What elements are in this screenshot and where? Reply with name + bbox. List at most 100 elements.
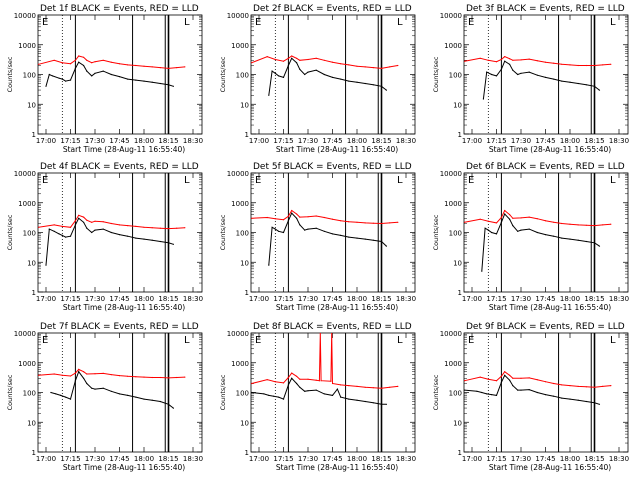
lld-data-point: [91, 62, 93, 64]
events-data-point: [94, 229, 96, 231]
y-tick-label: 1000: [231, 42, 249, 50]
marker-lines: [487, 173, 596, 292]
events-data-point: [593, 242, 596, 244]
events-data-point: [577, 239, 579, 241]
events-data-point: [364, 82, 366, 85]
lld-data-point: [528, 216, 530, 218]
events-data-point: [569, 238, 571, 240]
x-tick-label: 17:30: [85, 455, 105, 463]
lld-data-point: [372, 387, 374, 389]
events-data-point: [94, 388, 96, 390]
lld-data-point: [356, 65, 358, 67]
y-tick-label: 100: [449, 390, 462, 398]
lld-data-point: [397, 385, 399, 387]
y-axis-label: Counts/sec: [432, 56, 440, 92]
x-tick-label: 17:15: [273, 137, 293, 145]
x-tick-label: 17:15: [486, 295, 506, 303]
lld-data-point: [159, 67, 161, 69]
events-data-point: [544, 234, 547, 236]
series-group: [251, 209, 399, 266]
lld-data-point: [143, 65, 145, 67]
y-tick-label: 10: [453, 259, 462, 267]
lld-data-point: [299, 378, 301, 380]
lld-data-point: [348, 221, 350, 223]
y-tick-label: 10000: [440, 12, 462, 20]
events-data-point: [86, 227, 88, 229]
flag-letter-l: L: [610, 17, 616, 28]
events-data-point: [83, 221, 85, 223]
y-tick-label: 1: [32, 131, 36, 139]
events-data-point: [512, 385, 514, 387]
detector-panel: Det 2f BLACK = Events, RED = LLD E L 1 10 100…: [219, 4, 416, 154]
events-data-point: [544, 76, 547, 78]
y-tick-label: 100: [236, 72, 249, 80]
lld-data-point: [287, 376, 289, 379]
flag-letter-e: E: [468, 335, 474, 346]
lld-data-point: [372, 67, 374, 69]
x-tick-label: 18:00: [134, 295, 154, 303]
lld-data-point: [38, 63, 40, 65]
events-data-point: [167, 242, 170, 244]
lld-data-point: [274, 58, 276, 61]
y-tick-label: 1: [245, 289, 249, 297]
events-series-line: [45, 61, 174, 87]
events-data-point: [348, 236, 350, 238]
x-tick-label: 18:00: [347, 137, 367, 145]
lld-data-point: [176, 376, 178, 379]
x-tick-label: 18:00: [134, 137, 154, 145]
lld-series-line: [38, 368, 185, 379]
events-data-point: [491, 394, 493, 396]
events-data-point: [500, 381, 502, 383]
events-data-point: [481, 270, 483, 272]
x-axis-label: Start Time (28-Aug-11 16:55:40): [489, 303, 611, 312]
lld-data-point: [102, 221, 104, 223]
panel-title: Det 8f BLACK = Events, RED = LLD: [253, 322, 412, 332]
x-tick-label: 17:30: [511, 455, 531, 463]
events-data-point: [336, 388, 338, 390]
detector-panel: Det 9f BLACK = Events, RED = LLD E L 1 10 100…: [432, 322, 629, 472]
lld-data-point: [61, 225, 63, 227]
events-data-point: [561, 397, 563, 399]
lld-data-point: [610, 223, 612, 225]
lld-data-point: [167, 377, 170, 379]
events-data-point: [278, 230, 280, 232]
y-tick-label: 1000: [18, 42, 36, 50]
plot-frame: [463, 172, 629, 293]
marker-lines: [61, 333, 170, 452]
events-data-point: [385, 245, 387, 247]
plot-frame: [250, 14, 416, 135]
events-data-point: [495, 233, 498, 235]
panel-title: Det 6f BLACK = Events, RED = LLD: [466, 162, 625, 172]
events-data-point: [127, 394, 129, 396]
lld-data-point: [495, 222, 498, 224]
events-data-point: [561, 80, 563, 82]
flag-letter-e: E: [255, 175, 261, 186]
lld-data-point: [593, 64, 596, 67]
lld-data-point: [372, 222, 374, 224]
x-tick-label: 18:15: [371, 295, 391, 303]
lld-data-point: [251, 382, 253, 385]
x-tick-label: 18:00: [347, 295, 367, 303]
lld-data-point: [593, 225, 596, 227]
lld-series-line: [251, 333, 398, 389]
lld-data-point: [110, 374, 112, 376]
events-data-point: [380, 403, 383, 405]
events-data-point: [110, 390, 112, 392]
lld-data-point: [184, 376, 186, 378]
events-data-point: [91, 387, 93, 389]
y-tick-label: 10000: [14, 330, 36, 338]
y-axis-label: Counts/sec: [6, 214, 14, 250]
lld-data-point: [520, 217, 522, 219]
y-tick-label: 100: [23, 390, 36, 398]
x-tick-label: 18:15: [158, 295, 178, 303]
y-tick-label: 100: [236, 230, 249, 238]
lld-data-point: [282, 382, 285, 384]
x-tick-label: 17:45: [322, 295, 342, 303]
x-tick-label: 17:15: [486, 137, 506, 145]
lld-data-point: [520, 377, 522, 379]
x-tick-label: 17:30: [298, 295, 318, 303]
events-data-point: [486, 71, 488, 73]
lld-data-point: [380, 67, 383, 69]
marker-lines: [61, 15, 170, 134]
lld-data-point: [299, 59, 301, 61]
